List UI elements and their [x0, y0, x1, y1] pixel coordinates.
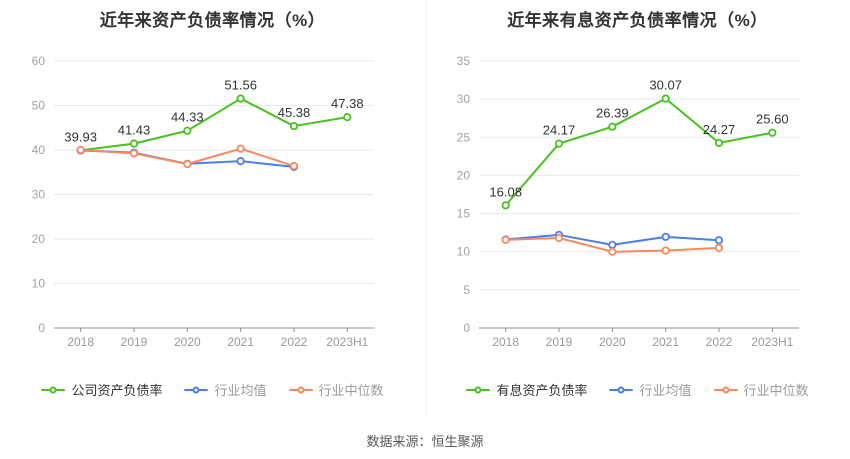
legend-line-marker-icon: [713, 384, 738, 395]
svg-text:30: 30: [32, 188, 46, 202]
svg-text:30: 30: [457, 92, 471, 106]
svg-text:40: 40: [32, 143, 46, 157]
svg-text:2022: 2022: [706, 335, 733, 349]
legend-line-marker-icon: [184, 384, 209, 395]
svg-text:35: 35: [457, 54, 471, 68]
chart-panels: 近年来资产负债率情况（%） 0 10 20 30 40 50 60 2018 2019 2020 2…: [0, 0, 850, 414]
svg-text:10: 10: [457, 245, 471, 259]
svg-text:60: 60: [32, 54, 46, 68]
chart-title-interest-debt-ratio: 近年来有息资产负债率情况（%）: [507, 11, 768, 30]
legend-item-0[interactable]: 有息资产负债率: [466, 380, 587, 399]
svg-text:2023H1: 2023H1: [326, 335, 368, 349]
svg-text:24.17: 24.17: [543, 123, 576, 138]
legend-label: 有息资产负债率: [496, 383, 588, 398]
legend-item-1[interactable]: 行业均值: [184, 380, 267, 399]
svg-text:26.39: 26.39: [596, 106, 629, 121]
legend-debt-ratio: 公司资产负债率 行业均值 行业中位数: [0, 380, 425, 399]
legend-line-marker-icon: [609, 384, 634, 395]
svg-text:41.43: 41.43: [118, 123, 151, 138]
svg-text:2019: 2019: [121, 335, 148, 349]
legend-label: 行业均值: [214, 383, 267, 398]
svg-text:24.27: 24.27: [703, 122, 736, 137]
svg-text:0: 0: [463, 321, 470, 335]
legend-line-marker-icon: [41, 384, 66, 395]
svg-text:2018: 2018: [67, 335, 94, 349]
legend-item-2[interactable]: 行业中位数: [713, 380, 809, 399]
svg-text:15: 15: [457, 207, 471, 221]
svg-text:30.07: 30.07: [649, 78, 682, 93]
chart-panel-interest-debt-ratio: 近年来有息资产负债率情况（%） 0 5 10 15 20 25 30 35 2018 2019 20…: [425, 0, 850, 414]
svg-text:2019: 2019: [546, 335, 573, 349]
legend-interest-debt-ratio: 有息资产负债率 行业均值 行业中位数: [425, 380, 850, 399]
svg-text:16.08: 16.08: [489, 184, 522, 199]
svg-text:50: 50: [32, 99, 46, 113]
svg-text:20: 20: [32, 232, 46, 246]
legend-item-1[interactable]: 行业均值: [609, 380, 692, 399]
svg-text:5: 5: [463, 283, 470, 297]
legend-label: 行业中位数: [318, 383, 384, 398]
svg-text:25.60: 25.60: [756, 112, 789, 127]
svg-text:2021: 2021: [652, 335, 679, 349]
line-chart-debt-ratio: 0 10 20 30 40 50 60 2018 2019 2020 2021 2022 2023H1 3…: [32, 54, 374, 349]
chart-panel-debt-ratio: 近年来资产负债率情况（%） 0 10 20 30 40 50 60 2018 2019 2020 2…: [0, 0, 425, 414]
svg-text:2023H1: 2023H1: [751, 335, 793, 349]
panel-divider: [426, 0, 427, 415]
legend-label: 行业均值: [639, 383, 692, 398]
svg-text:51.56: 51.56: [224, 78, 257, 93]
svg-text:2021: 2021: [227, 335, 254, 349]
legend-label: 公司资产负债率: [71, 383, 163, 398]
svg-text:2020: 2020: [599, 335, 626, 349]
data-source-note: 数据来源：恒生聚源: [366, 434, 484, 449]
svg-text:39.93: 39.93: [64, 129, 97, 144]
legend-item-0[interactable]: 公司资产负债率: [41, 380, 162, 399]
line-chart-interest-debt-ratio: 0 5 10 15 20 25 30 35 2018 2019 2020 2021 2022 2023H1…: [457, 54, 799, 349]
chart-title-debt-ratio: 近年来资产负债率情况（%）: [99, 11, 326, 30]
svg-text:47.38: 47.38: [331, 96, 364, 111]
svg-text:2022: 2022: [281, 335, 308, 349]
svg-text:20: 20: [457, 168, 471, 182]
svg-text:45.38: 45.38: [278, 105, 311, 120]
svg-text:10: 10: [32, 277, 46, 291]
svg-text:25: 25: [457, 130, 471, 144]
svg-text:44.33: 44.33: [171, 110, 204, 125]
svg-text:0: 0: [38, 321, 45, 335]
svg-text:2018: 2018: [492, 335, 519, 349]
legend-line-marker-icon: [466, 384, 491, 395]
legend-item-2[interactable]: 行业中位数: [288, 380, 384, 399]
legend-label: 行业中位数: [743, 383, 809, 398]
legend-line-marker-icon: [288, 384, 313, 395]
svg-text:2020: 2020: [174, 335, 201, 349]
